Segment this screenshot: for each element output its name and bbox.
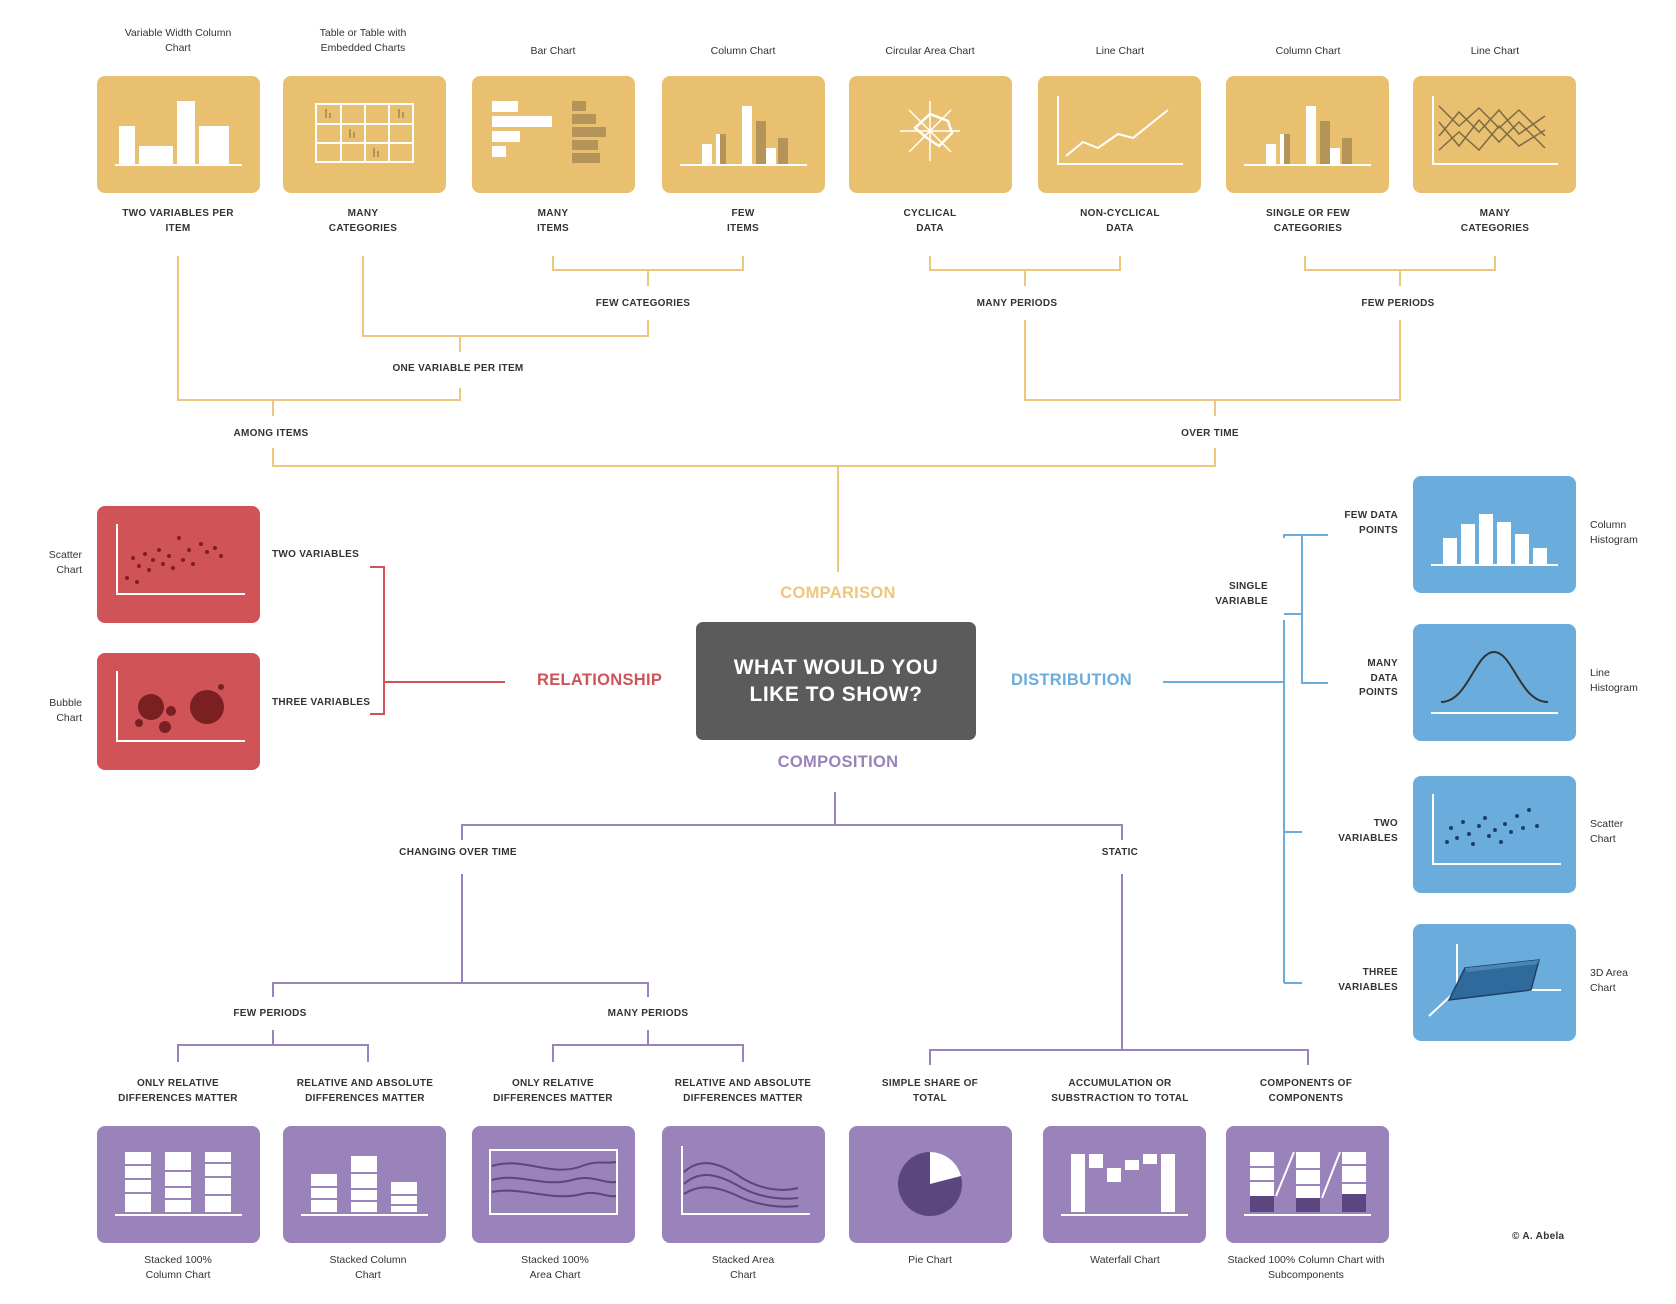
- branch-label: AMONG ITEMS: [233, 428, 309, 439]
- criterion-label: ACCUMULATION OR SUBSTRACTION TO TOTAL: [1051, 1078, 1189, 1104]
- criterion-label: THREE VARIABLES: [1338, 967, 1398, 993]
- criterion-label: FEW DATA POINTS: [1344, 510, 1398, 536]
- category-relationship-label: RELATIONSHIP: [537, 671, 663, 689]
- branch-label: SINGLE VARIABLE: [1215, 581, 1268, 607]
- stacked-subcomponents-icon: [1226, 1126, 1389, 1243]
- chart-title: Stacked 100% Column Chart: [144, 1254, 212, 1282]
- 3d-area-icon: [1413, 924, 1576, 1041]
- branch-label: FEW PERIODS: [233, 1008, 307, 1019]
- table-icon: [283, 76, 446, 193]
- criterion-label: FEW ITEMS: [726, 208, 760, 234]
- chart-title: Stacked 100% Area Chart: [521, 1254, 589, 1282]
- chart-title: Bubble Chart: [49, 697, 82, 725]
- chart-title: Column Histogram: [1590, 519, 1638, 547]
- stacked-100-column-icon: [97, 1126, 260, 1243]
- branch-label: OVER TIME: [1181, 428, 1239, 439]
- criterion-label: RELATIVE AND ABSOLUTE DIFFERENCES MATTER: [674, 1078, 812, 1104]
- category-comparison-label: COMPARISON: [780, 584, 896, 602]
- criterion-label: RELATIVE AND ABSOLUTE DIFFERENCES MATTER: [296, 1078, 434, 1104]
- chart-title: Stacked 100% Column Chart with Subcompon…: [1227, 1254, 1385, 1282]
- stacked-area-icon: [662, 1126, 825, 1243]
- chart-title: Line Histogram: [1590, 667, 1638, 695]
- chart-title: Bar Chart: [530, 45, 576, 57]
- chart-title: Waterfall Chart: [1090, 1254, 1160, 1266]
- stacked-column-icon: [283, 1126, 446, 1243]
- variable-width-column-icon: [97, 76, 260, 193]
- criterion-label: SINGLE OR FEW CATEGORIES: [1266, 208, 1350, 234]
- branch-label: MANY PERIODS: [607, 1008, 689, 1019]
- category-composition-label: COMPOSITION: [777, 753, 899, 771]
- bubble-icon: [97, 653, 260, 770]
- column-chart-icon: [1226, 76, 1389, 193]
- criterion-label: THREE VARIABLES: [272, 697, 371, 708]
- chart-title: 3D Area Chart: [1590, 967, 1628, 995]
- criterion-label: NON-CYCLICAL DATA: [1080, 208, 1160, 234]
- criterion-label: COMPONENTS OF COMPONENTS: [1259, 1078, 1353, 1104]
- circular-area-icon: [849, 76, 1012, 193]
- branch-label: ONE VARIABLE PER ITEM: [392, 363, 524, 374]
- bar-chart-icon: [472, 76, 635, 193]
- branch-label: MANY PERIODS: [976, 298, 1058, 309]
- criterion-label: ONLY RELATIVE DIFFERENCES MATTER: [118, 1078, 238, 1104]
- credit-label: © A. Abela: [1512, 1231, 1565, 1242]
- scatter-icon: [1413, 776, 1576, 893]
- chart-title: Table or Table with Embedded Charts: [319, 27, 407, 55]
- waterfall-icon: [1043, 1126, 1206, 1243]
- branch-label: FEW CATEGORIES: [595, 298, 691, 309]
- chart-title: Line Chart: [1470, 45, 1520, 57]
- line-chart-icon: [1038, 76, 1201, 193]
- chart-title: Column Chart: [1275, 45, 1341, 57]
- branch-label: CHANGING OVER TIME: [399, 847, 517, 858]
- chart-title: Scatter Chart: [48, 549, 82, 577]
- column-chart-icon: [662, 76, 825, 193]
- chart-title: Scatter Chart: [1590, 818, 1624, 846]
- criterion-label: MANY ITEMS: [536, 208, 570, 234]
- pie-chart-icon: [849, 1126, 1012, 1243]
- center-question: WHAT WOULD YOU LIKE TO SHOW?: [733, 655, 939, 706]
- chart-title: Circular Area Chart: [885, 45, 975, 57]
- criterion-label: ONLY RELATIVE DIFFERENCES MATTER: [493, 1078, 613, 1104]
- stacked-100-area-icon: [472, 1126, 635, 1243]
- criterion-label: TWO VARIABLES PER ITEM: [122, 208, 234, 234]
- criterion-label: CYCLICAL DATA: [903, 208, 957, 234]
- multi-line-chart-icon: [1413, 76, 1576, 193]
- column-histogram-icon: [1413, 476, 1576, 593]
- category-distribution-label: DISTRIBUTION: [1011, 671, 1132, 689]
- chart-title: Variable Width Column Chart: [124, 27, 232, 55]
- scatter-icon: [97, 506, 260, 623]
- criterion-label: MANY DATA POINTS: [1358, 658, 1398, 698]
- line-histogram-icon: [1413, 624, 1576, 741]
- criterion-label: SIMPLE SHARE OF TOTAL: [881, 1078, 979, 1104]
- chart-title: Stacked Column Chart: [329, 1254, 407, 1282]
- chart-title: Line Chart: [1095, 45, 1145, 57]
- chart-title: Pie Chart: [908, 1254, 952, 1266]
- criterion-label: TWO VARIABLES: [272, 549, 360, 560]
- criterion-label: MANY CATEGORIES: [1460, 208, 1530, 234]
- chart-title: Column Chart: [710, 45, 776, 57]
- criterion-label: TWO VARIABLES: [1338, 818, 1398, 844]
- chart-title: Stacked Area Chart: [711, 1254, 775, 1282]
- criterion-label: MANY CATEGORIES: [328, 208, 398, 234]
- center-question-box: WHAT WOULD YOU LIKE TO SHOW?: [696, 622, 976, 740]
- branch-label: FEW PERIODS: [1361, 298, 1435, 309]
- branch-label: STATIC: [1101, 847, 1139, 858]
